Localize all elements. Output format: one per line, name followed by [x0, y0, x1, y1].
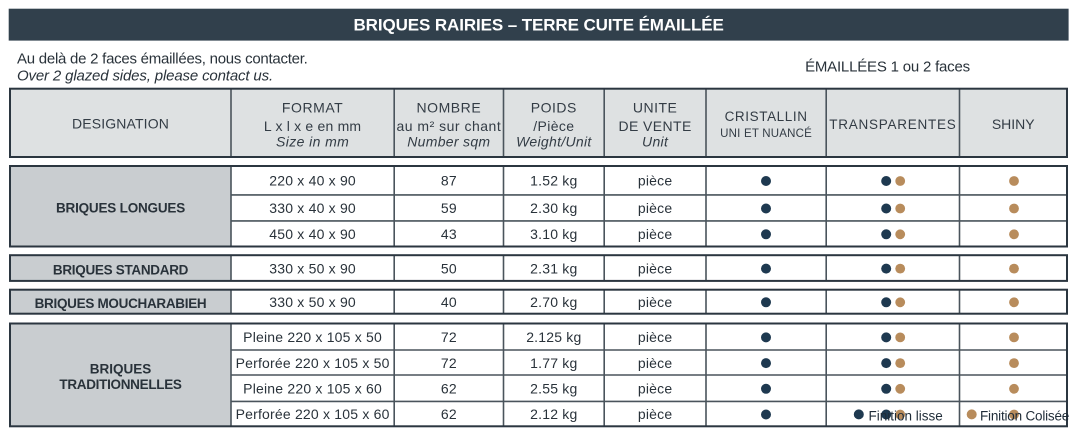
svg-text:POIDS: POIDS: [531, 100, 577, 116]
svg-text:pièce: pièce: [638, 329, 672, 345]
svg-text:1.77 kg: 1.77 kg: [530, 355, 577, 371]
svg-text:au m² sur chant: au m² sur chant: [396, 118, 501, 134]
svg-text:FORMAT: FORMAT: [282, 100, 343, 116]
svg-text:330 x 50 x 90: 330 x 50 x 90: [269, 260, 356, 276]
svg-text:Au delà de 2 faces émaillées,: Au delà de 2 faces émaillées, nous conta…: [17, 51, 308, 68]
svg-text:pièce: pièce: [638, 294, 672, 310]
svg-text:pièce: pièce: [638, 381, 672, 397]
svg-text:pièce: pièce: [638, 355, 672, 371]
svg-text:Weight/Unit: Weight/Unit: [516, 134, 592, 150]
svg-text:2.70 kg: 2.70 kg: [530, 294, 577, 310]
svg-text:2.31 kg: 2.31 kg: [530, 260, 577, 276]
svg-text:2.125 kg: 2.125 kg: [526, 329, 581, 345]
svg-text:Pleine 220 x 105 x 50: Pleine 220 x 105 x 50: [243, 329, 382, 345]
svg-text:2.12 kg: 2.12 kg: [530, 406, 577, 422]
svg-text:ÉMAILLÉES 1 ou 2 faces: ÉMAILLÉES 1 ou 2 faces: [805, 58, 970, 75]
svg-text:DE VENTE: DE VENTE: [618, 118, 691, 134]
svg-text:50: 50: [441, 260, 457, 276]
svg-text:72: 72: [441, 329, 457, 345]
svg-text:/Pièce: /Pièce: [533, 118, 574, 134]
svg-text:UNI ET NUANCÉ: UNI ET NUANCÉ: [720, 127, 812, 140]
svg-text:BRIQUES: BRIQUES: [90, 362, 152, 377]
svg-text:Perforée 220 x 105 x 60: Perforée 220 x 105 x 60: [236, 406, 390, 422]
svg-text:62: 62: [441, 381, 457, 397]
svg-text:TRADITIONNELLES: TRADITIONNELLES: [59, 377, 182, 392]
svg-text:Unit: Unit: [642, 134, 669, 150]
svg-text:Over 2 glazed sides, please co: Over 2 glazed sides, please contact us.: [17, 68, 273, 85]
svg-text:220 x 40 x 90: 220 x 40 x 90: [269, 173, 356, 189]
svg-text:87: 87: [441, 173, 457, 189]
svg-text:43: 43: [441, 226, 457, 242]
svg-text:pièce: pièce: [638, 406, 672, 422]
svg-text:TRANSPARENTES: TRANSPARENTES: [829, 117, 956, 132]
svg-text:UNITE: UNITE: [633, 100, 678, 116]
svg-text:330 x 40 x 90: 330 x 40 x 90: [269, 200, 356, 216]
svg-text:BRIQUES LONGUES: BRIQUES LONGUES: [56, 201, 185, 216]
svg-text:pièce: pièce: [638, 200, 672, 216]
svg-text:BRIQUES RAIRIES – TERRE CUITE: BRIQUES RAIRIES – TERRE CUITE ÉMAILLÉE: [353, 16, 723, 35]
svg-text:BRIQUES MOUCHARABIEH: BRIQUES MOUCHARABIEH: [35, 296, 207, 311]
svg-text:450 x 40 x 90: 450 x 40 x 90: [269, 226, 356, 242]
svg-text:pièce: pièce: [638, 226, 672, 242]
svg-text:40: 40: [441, 294, 457, 310]
svg-text:59: 59: [441, 200, 457, 216]
svg-text:L x l x e en mm: L x l x e en mm: [264, 118, 361, 134]
svg-text:Size in mm: Size in mm: [276, 134, 349, 150]
svg-text:pièce: pièce: [638, 173, 672, 189]
svg-text:Finition lisse: Finition lisse: [869, 408, 943, 423]
svg-text:SHINY: SHINY: [992, 116, 1035, 132]
svg-text:1.52 kg: 1.52 kg: [530, 173, 577, 189]
svg-text:DESIGNATION: DESIGNATION: [72, 116, 169, 132]
svg-text:Perforée 220 x 105 x 50: Perforée 220 x 105 x 50: [236, 355, 390, 371]
svg-text:2.55 kg: 2.55 kg: [530, 381, 577, 397]
svg-text:2.30 kg: 2.30 kg: [530, 200, 577, 216]
svg-text:62: 62: [441, 406, 457, 422]
svg-text:CRISTALLIN: CRISTALLIN: [725, 109, 808, 124]
svg-text:BRIQUES STANDARD: BRIQUES STANDARD: [53, 262, 189, 277]
svg-text:Finition Colisée: Finition Colisée: [980, 408, 1069, 423]
svg-text:Pleine 220 x 105 x 60: Pleine 220 x 105 x 60: [243, 381, 382, 397]
svg-text:72: 72: [441, 355, 457, 371]
svg-text:Number sqm: Number sqm: [407, 134, 490, 150]
svg-text:330 x 50 x 90: 330 x 50 x 90: [269, 294, 356, 310]
svg-text:NOMBRE: NOMBRE: [416, 100, 481, 116]
svg-text:pièce: pièce: [638, 260, 672, 276]
svg-text:3.10 kg: 3.10 kg: [530, 226, 577, 242]
